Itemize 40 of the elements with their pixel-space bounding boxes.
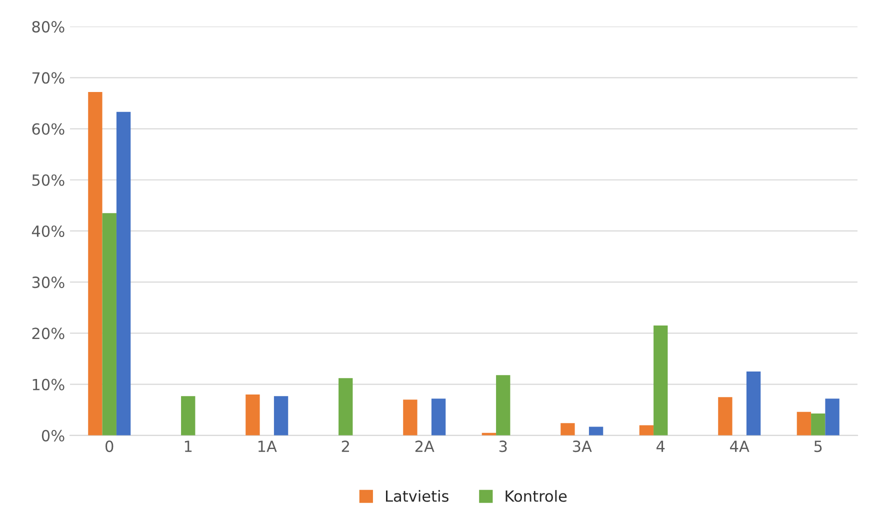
bar <box>825 398 840 436</box>
bar <box>496 375 510 436</box>
legend-label: Latvietis <box>386 490 448 502</box>
y-tick-label: 60% <box>32 123 64 135</box>
bar <box>588 426 604 436</box>
bar <box>796 412 812 436</box>
x-tick-label: 2A <box>415 440 434 452</box>
bar <box>88 92 102 436</box>
x-tick-label: 3A <box>572 440 592 452</box>
x-tick-label: 5 <box>814 440 822 452</box>
bar <box>431 398 446 436</box>
y-tick-label: 50% <box>32 174 64 186</box>
y-tick-label: 10% <box>32 378 64 390</box>
y-tick-label: 70% <box>32 72 64 84</box>
bar <box>338 378 353 436</box>
x-tick-label: 4A <box>730 440 750 452</box>
x-tick-label: 1A <box>258 440 277 452</box>
x-tick-label: 0 <box>106 440 114 452</box>
x-tick-label: 2 <box>342 440 349 452</box>
bar <box>102 213 116 436</box>
y-tick-label: 80% <box>32 21 64 33</box>
bar <box>116 112 131 436</box>
bar <box>403 400 418 436</box>
x-tick-label: 1 <box>184 440 192 452</box>
bar <box>639 425 654 436</box>
bar <box>274 396 288 436</box>
x-tick-label: 3 <box>499 440 507 452</box>
y-tick-label: 40% <box>32 225 64 238</box>
bar <box>811 413 826 436</box>
bar <box>718 397 732 436</box>
bar <box>746 372 761 436</box>
x-tick-label: 4 <box>656 440 665 452</box>
legend-label: Kontrole <box>506 490 567 502</box>
bar <box>246 394 260 436</box>
y-tick-label: 0% <box>42 430 64 442</box>
bar <box>181 396 196 436</box>
bar <box>654 326 668 436</box>
bar <box>560 423 575 436</box>
y-tick-label: 20% <box>32 328 64 340</box>
y-tick-label: 30% <box>32 276 64 288</box>
